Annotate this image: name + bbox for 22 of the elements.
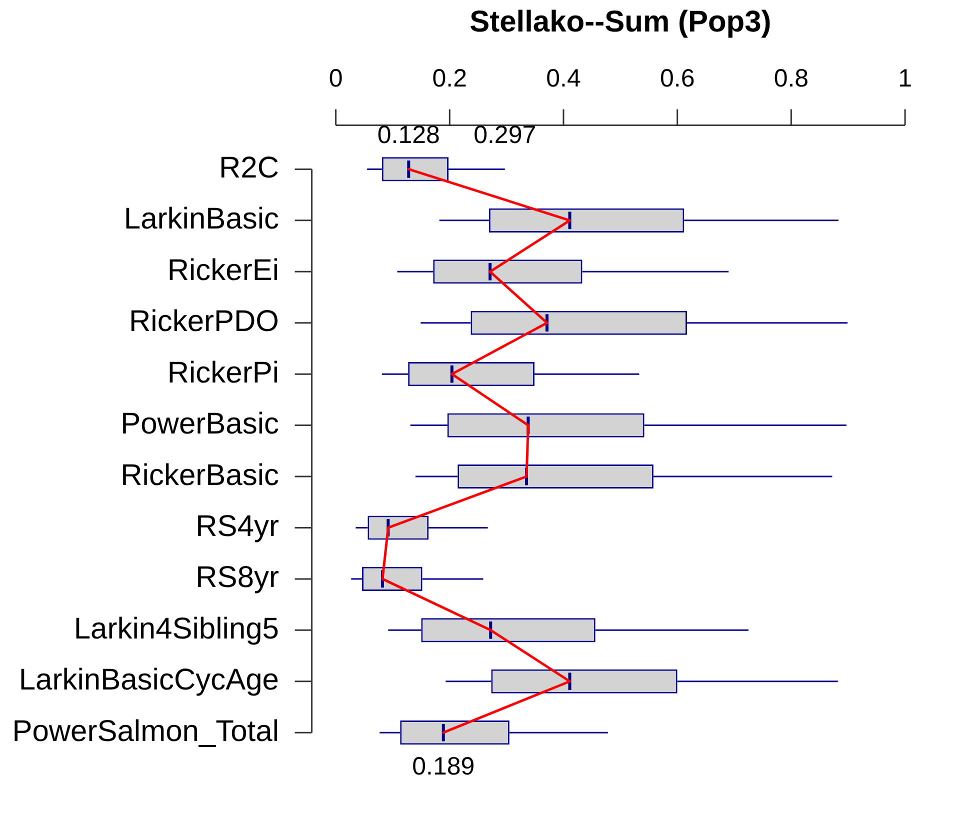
y-tick-label: RS8yr (196, 561, 279, 594)
x-tick-label: 0.8 (774, 64, 809, 92)
annotation: 0.297 (474, 121, 536, 150)
x-tick-label: 0 (328, 64, 343, 92)
annotation: 0.189 (412, 752, 475, 780)
annotation: 0.128 (377, 121, 440, 150)
y-tick-label: RS4yr (196, 510, 279, 543)
y-tick-label: RickerBasic (120, 458, 279, 492)
y-tick-label: R2C (218, 151, 279, 184)
y-tick-label: RickerEi (167, 254, 279, 287)
y-tick-label: LarkinBasicCycAge (18, 664, 279, 697)
x-tick-label: 0.4 (546, 64, 581, 92)
chart-title: Stellako--Sum (Pop3) (470, 5, 772, 38)
y-tick-label: RickerPi (167, 356, 279, 390)
y-tick-label: RickerPDO (128, 305, 279, 338)
x-tick-label: 0.2 (432, 64, 468, 92)
x-tick-label: 0.6 (660, 64, 695, 92)
y-tick-label: PowerBasic (120, 408, 279, 441)
y-tick-label: LarkinBasic (124, 202, 279, 236)
x-tick-label: 1 (898, 64, 912, 92)
y-tick-label: Larkin4Sibling5 (74, 612, 279, 646)
y-tick-label: PowerSalmon_Total (12, 714, 279, 748)
